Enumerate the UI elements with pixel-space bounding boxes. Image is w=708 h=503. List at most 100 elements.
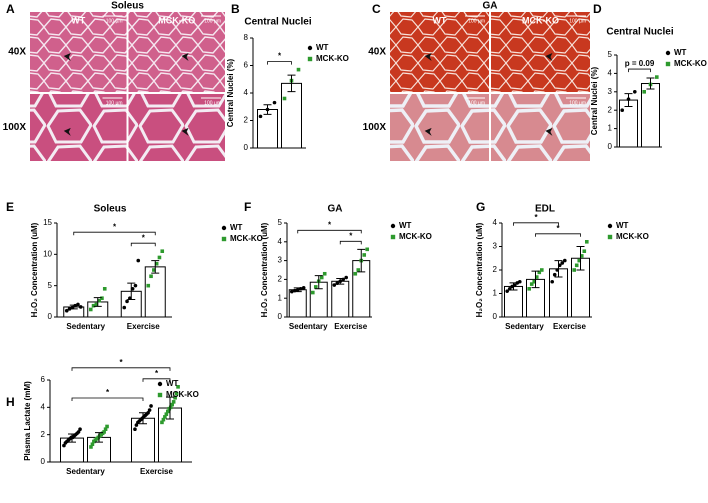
arrowhead <box>545 53 553 61</box>
data-point <box>537 270 542 275</box>
x-tick-label: Sedentary <box>66 322 105 331</box>
micrograph <box>491 94 590 161</box>
micrograph <box>30 94 127 161</box>
data-point <box>173 395 177 400</box>
data-point <box>319 275 324 280</box>
y-axis-label: Central Nuclei (%) <box>226 58 235 127</box>
y-tick-label: 2 <box>493 265 498 274</box>
error-bar <box>576 246 585 271</box>
panel-letter: E <box>6 200 14 214</box>
y-tick-label: 10 <box>43 249 52 258</box>
y-axis-label: H₂O₂ Concentration (uM) <box>475 222 484 317</box>
data-point <box>322 271 327 276</box>
legend-label: WT <box>399 221 412 230</box>
data-point <box>133 283 138 288</box>
legend-label: MCK-KO <box>399 232 432 241</box>
legend-label: MCK-KO <box>316 54 349 63</box>
y-tick-label: 4 <box>608 69 613 78</box>
data-point <box>344 275 349 280</box>
error-bar <box>293 287 302 293</box>
data-point <box>505 289 510 293</box>
y-tick-label: 4 <box>41 402 46 411</box>
significance-bracket <box>71 367 171 371</box>
arrowhead <box>424 127 432 136</box>
y-tick-label: 8 <box>244 33 249 42</box>
bar <box>619 99 638 148</box>
data-point <box>160 249 165 253</box>
legend-label: MCK-KO <box>230 234 263 243</box>
row-label: 40X <box>368 47 386 58</box>
error-bar <box>554 260 563 278</box>
y-tick-label: 1 <box>278 293 283 302</box>
legend-marker <box>607 234 613 240</box>
data-point <box>272 100 277 105</box>
data-point <box>356 268 361 272</box>
data-point <box>532 279 537 284</box>
data-point <box>97 298 101 303</box>
error-bar <box>263 104 272 115</box>
arrowhead <box>545 127 553 136</box>
data-point <box>582 249 587 253</box>
data-point <box>174 391 179 396</box>
data-point <box>76 430 81 434</box>
data-point <box>102 287 107 291</box>
error-bar <box>357 248 366 273</box>
panel-letter: A <box>6 2 15 16</box>
data-point <box>168 405 173 410</box>
y-axis-label: H₂O₂ Concentration (uM) <box>260 222 269 317</box>
y-axis-label: H₂O₂ Concentration (uM) <box>30 222 39 317</box>
scale-label: 100 µm <box>468 100 485 106</box>
data-point <box>563 258 567 263</box>
error-bar <box>69 304 78 310</box>
data-point <box>64 308 69 313</box>
significance-label: * <box>155 369 159 378</box>
significance-label: * <box>278 52 282 61</box>
data-point <box>282 96 287 101</box>
legend-marker <box>607 223 613 229</box>
data-point <box>529 282 534 286</box>
panel-letter: G <box>476 200 485 214</box>
significance-bracket <box>513 222 559 226</box>
significance-label: * <box>534 213 538 222</box>
row-label: 100X <box>363 122 387 133</box>
data-point <box>122 305 127 310</box>
legend-marker <box>390 234 396 240</box>
legend-marker <box>221 225 227 231</box>
data-point <box>164 412 169 416</box>
x-tick-label: Sedentary <box>505 322 544 331</box>
significance-bracket <box>297 229 362 234</box>
legend-label: WT <box>616 221 629 230</box>
data-point <box>91 303 96 308</box>
legend-label: WT <box>316 43 329 52</box>
data-point <box>518 279 522 284</box>
data-point <box>62 443 66 448</box>
chart-title: GA <box>328 204 343 215</box>
y-tick-label: 1 <box>608 124 613 133</box>
significance-label: * <box>328 220 332 229</box>
error-bar <box>336 277 345 285</box>
data-point <box>258 114 263 119</box>
data-point <box>313 285 318 289</box>
data-point <box>574 263 579 268</box>
data-point <box>146 283 151 288</box>
row-label: 40X <box>8 47 26 58</box>
data-point <box>534 275 539 279</box>
error-bar <box>531 270 540 289</box>
y-tick-label: 0 <box>244 143 249 152</box>
scale-label: 100 µm <box>468 18 485 24</box>
significance-label: * <box>142 233 146 242</box>
data-point <box>620 108 624 112</box>
data-point <box>642 90 646 94</box>
data-point <box>290 289 294 294</box>
micrograph <box>128 94 225 161</box>
panel-letter: B <box>231 2 240 16</box>
significance-bracket <box>628 68 651 73</box>
legend-marker <box>307 56 313 62</box>
scale-label: 100 µm <box>106 100 123 106</box>
significance-bracket <box>71 397 144 401</box>
y-tick-label: 0 <box>41 457 46 466</box>
data-point <box>560 261 565 265</box>
data-point <box>78 427 82 432</box>
column-label: MCK-KO <box>158 15 195 25</box>
